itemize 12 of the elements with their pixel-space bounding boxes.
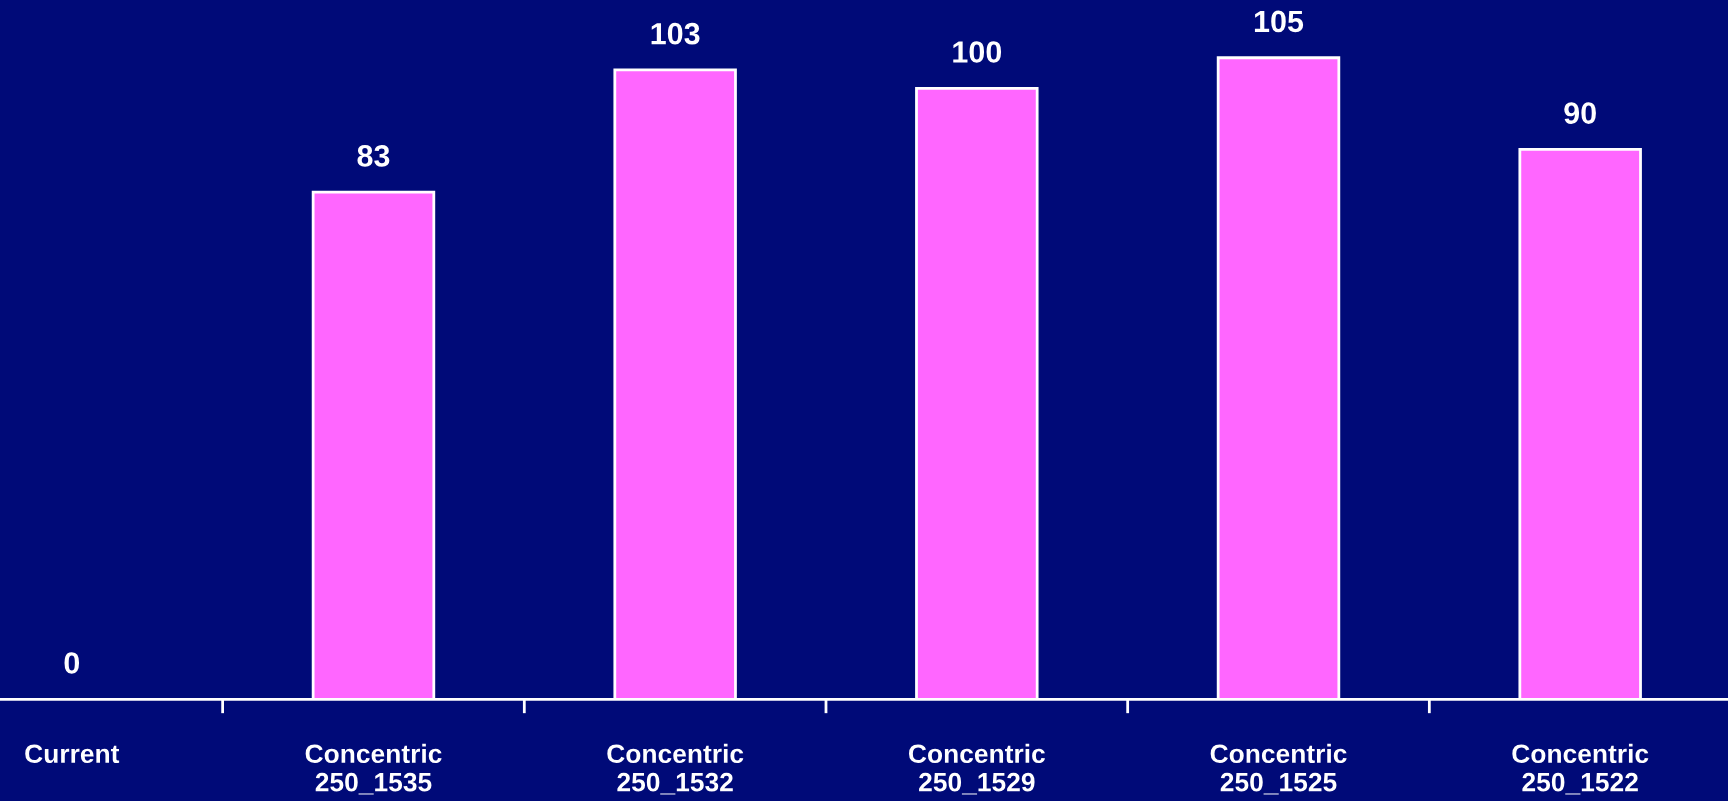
data-label: 90 xyxy=(1564,102,1596,124)
data-label: 83 xyxy=(357,145,390,167)
data-label: 0 xyxy=(64,652,80,674)
x-tick-label: Concentric 250_1525 xyxy=(1210,743,1347,795)
x-tick-label: Concentric 250_1522 xyxy=(1512,743,1649,795)
data-label: 105 xyxy=(1254,10,1304,33)
x-tick-label: Concentric 250_1529 xyxy=(909,743,1045,795)
x-tick-label: Concentric 250_1535 xyxy=(305,743,442,795)
x-tick-label: Current xyxy=(25,744,120,764)
data-label: 100 xyxy=(953,41,1002,63)
x-tick-label: Concentric 250_1532 xyxy=(607,743,744,795)
data-label: 103 xyxy=(651,22,700,45)
